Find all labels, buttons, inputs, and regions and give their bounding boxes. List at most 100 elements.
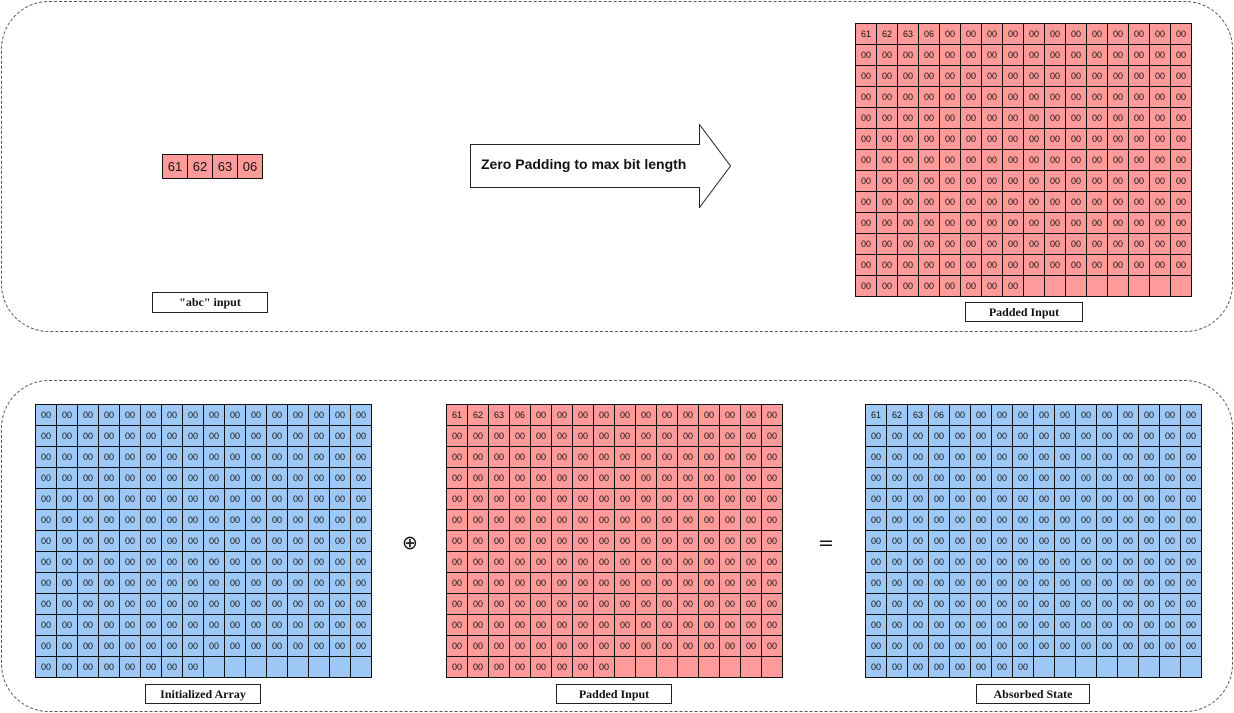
byte-cell: 00 <box>141 552 162 573</box>
byte-cell: 00 <box>1076 615 1097 636</box>
byte-cell: 00 <box>288 447 309 468</box>
byte-cell: 00 <box>877 66 898 87</box>
byte-cell: 00 <box>929 636 950 657</box>
byte-cell: 00 <box>898 129 919 150</box>
byte-cell: 00 <box>1034 489 1055 510</box>
byte-cell: 00 <box>699 468 720 489</box>
byte-cell: 00 <box>1129 213 1150 234</box>
byte-cell: 00 <box>1139 405 1160 426</box>
byte-cell: 00 <box>552 615 573 636</box>
byte-cell: 00 <box>1003 87 1024 108</box>
byte-cell: 00 <box>856 66 877 87</box>
byte-cell: 00 <box>36 594 57 615</box>
byte-cell: 00 <box>1129 234 1150 255</box>
byte-cell: 00 <box>36 489 57 510</box>
byte-cell: 00 <box>929 531 950 552</box>
byte-cell: 00 <box>741 447 762 468</box>
byte-cell: 00 <box>971 447 992 468</box>
byte-cell: 00 <box>1024 24 1045 45</box>
byte-cell: 00 <box>678 573 699 594</box>
byte-cell: 00 <box>1045 192 1066 213</box>
byte-cell: 00 <box>908 468 929 489</box>
byte-cell: 00 <box>1034 426 1055 447</box>
byte-cell: 00 <box>1118 447 1139 468</box>
byte-cell: 00 <box>330 405 351 426</box>
byte-cell: 00 <box>267 552 288 573</box>
byte-cell: 00 <box>246 552 267 573</box>
byte-cell: 00 <box>468 552 489 573</box>
byte-cell: 00 <box>887 657 908 678</box>
byte-cell: 00 <box>908 510 929 531</box>
byte-cell: 00 <box>699 489 720 510</box>
byte-cell: 00 <box>1003 150 1024 171</box>
byte-cell: 00 <box>468 426 489 447</box>
byte-cell: 00 <box>636 405 657 426</box>
byte-cell: 00 <box>1139 573 1160 594</box>
byte-cell: 00 <box>1097 405 1118 426</box>
byte-cell <box>1160 657 1181 678</box>
byte-cell: 00 <box>636 510 657 531</box>
byte-cell: 00 <box>1013 531 1034 552</box>
byte-cell: 00 <box>489 426 510 447</box>
byte-cell: 00 <box>908 489 929 510</box>
byte-cell: 00 <box>1055 405 1076 426</box>
byte-cell: 00 <box>961 171 982 192</box>
byte-cell: 00 <box>657 573 678 594</box>
byte-cell: 00 <box>78 468 99 489</box>
byte-cell: 00 <box>1181 573 1202 594</box>
byte-cell: 00 <box>99 447 120 468</box>
byte-cell: 00 <box>120 531 141 552</box>
byte-cell: 00 <box>971 594 992 615</box>
byte-cell: 00 <box>267 447 288 468</box>
byte-cell: 00 <box>57 489 78 510</box>
byte-cell: 00 <box>678 531 699 552</box>
byte-cell: 00 <box>741 510 762 531</box>
byte-cell: 00 <box>351 615 372 636</box>
byte-cell: 00 <box>225 594 246 615</box>
byte-cell <box>351 657 372 678</box>
byte-cell: 00 <box>929 594 950 615</box>
byte-cell: 00 <box>856 150 877 171</box>
byte-cell: 00 <box>887 510 908 531</box>
byte-cell: 00 <box>1129 129 1150 150</box>
byte-cell: 00 <box>1024 87 1045 108</box>
byte-cell: 00 <box>1045 171 1066 192</box>
byte-cell: 00 <box>573 447 594 468</box>
byte-cell: 00 <box>288 468 309 489</box>
byte-cell: 00 <box>1034 636 1055 657</box>
byte-cell: 00 <box>887 489 908 510</box>
byte-cell: 00 <box>1087 150 1108 171</box>
byte-cell: 00 <box>636 615 657 636</box>
byte-cell: 00 <box>330 552 351 573</box>
byte-cell: 00 <box>183 657 204 678</box>
byte-cell: 00 <box>877 45 898 66</box>
byte-cell: 00 <box>1055 489 1076 510</box>
byte-cell: 00 <box>204 426 225 447</box>
byte-cell: 00 <box>162 468 183 489</box>
input-byte: 62 <box>188 155 213 179</box>
byte-cell: 00 <box>1150 255 1171 276</box>
byte-cell: 00 <box>120 636 141 657</box>
byte-cell <box>1097 657 1118 678</box>
byte-cell: 00 <box>657 405 678 426</box>
byte-cell: 00 <box>468 447 489 468</box>
byte-cell: 00 <box>992 573 1013 594</box>
byte-cell: 00 <box>309 552 330 573</box>
byte-cell: 00 <box>856 108 877 129</box>
byte-cell: 00 <box>1003 24 1024 45</box>
byte-cell: 00 <box>183 594 204 615</box>
byte-cell: 00 <box>762 531 783 552</box>
byte-cell: 00 <box>856 276 877 297</box>
byte-cell: 00 <box>720 489 741 510</box>
byte-cell: 00 <box>940 66 961 87</box>
byte-cell: 00 <box>288 552 309 573</box>
byte-cell: 00 <box>225 510 246 531</box>
byte-cell: 00 <box>741 573 762 594</box>
byte-cell: 00 <box>468 489 489 510</box>
byte-cell: 00 <box>120 573 141 594</box>
byte-cell: 00 <box>225 615 246 636</box>
byte-cell: 00 <box>940 150 961 171</box>
byte-cell: 00 <box>288 573 309 594</box>
input-byte: 63 <box>213 155 238 179</box>
byte-cell: 00 <box>57 615 78 636</box>
